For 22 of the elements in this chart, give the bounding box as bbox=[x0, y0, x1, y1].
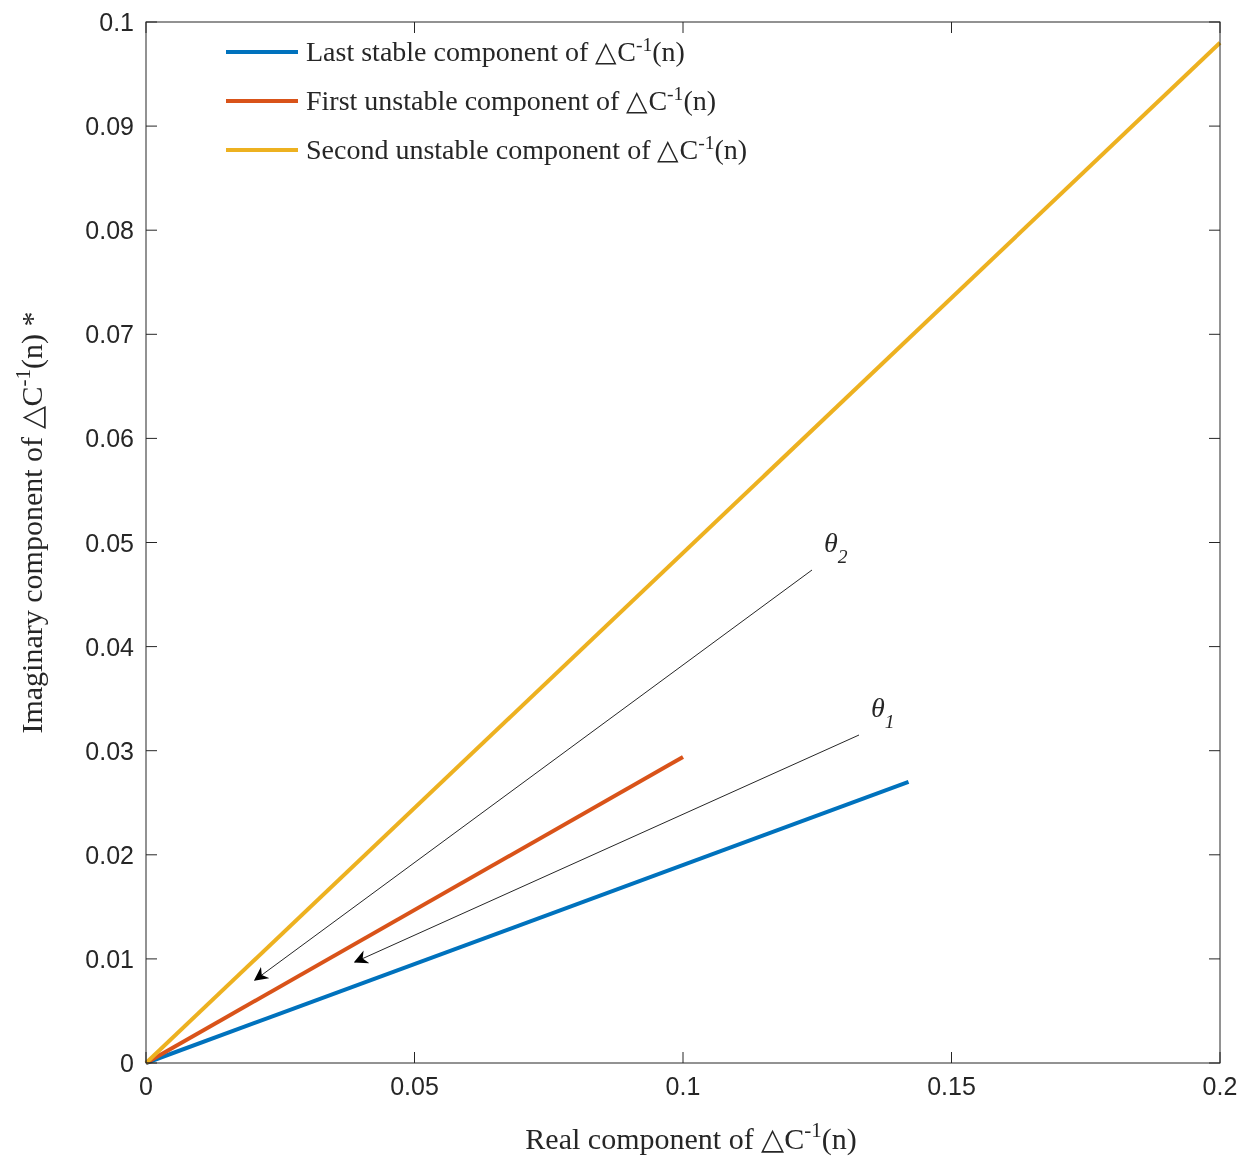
legend-label: First unstable component of △C$^{-1}$(n) bbox=[306, 82, 717, 116]
y-tick-label: 0.03 bbox=[85, 736, 134, 765]
annotation: θ$_{2}$ bbox=[824, 527, 848, 567]
y-tick-label: 0.08 bbox=[85, 216, 134, 245]
y-tick-label: 0.02 bbox=[85, 840, 134, 869]
y-tick-label: 0.06 bbox=[85, 424, 134, 453]
y-tick-label: 0.04 bbox=[85, 632, 135, 661]
x-tick-label: 0.05 bbox=[390, 1072, 439, 1100]
annotation: θ$_{1}$ bbox=[871, 692, 895, 732]
x-tick-label: 0.15 bbox=[927, 1072, 976, 1100]
legend-label: Second unstable component of △C$^{-1}$(n) bbox=[306, 131, 748, 165]
y-tick-label: 0.05 bbox=[85, 528, 134, 557]
x-tick-label: 0.1 bbox=[665, 1072, 701, 1100]
y-tick-label: 0.01 bbox=[85, 944, 134, 973]
x-tick-label: 0 bbox=[139, 1072, 153, 1100]
legend-label: Last stable component of △C$^{-1}$(n) bbox=[306, 33, 685, 67]
x-axis-title: Real component of △C$^{-1}$(n) bbox=[525, 1118, 857, 1156]
y-tick-label: 0 bbox=[120, 1049, 134, 1077]
y-tick-label: 0.1 bbox=[99, 8, 134, 36]
y-tick-label: 0.09 bbox=[85, 112, 134, 141]
x-tick-label: 0.2 bbox=[1202, 1072, 1238, 1100]
y-tick-label: 0.07 bbox=[85, 320, 134, 349]
